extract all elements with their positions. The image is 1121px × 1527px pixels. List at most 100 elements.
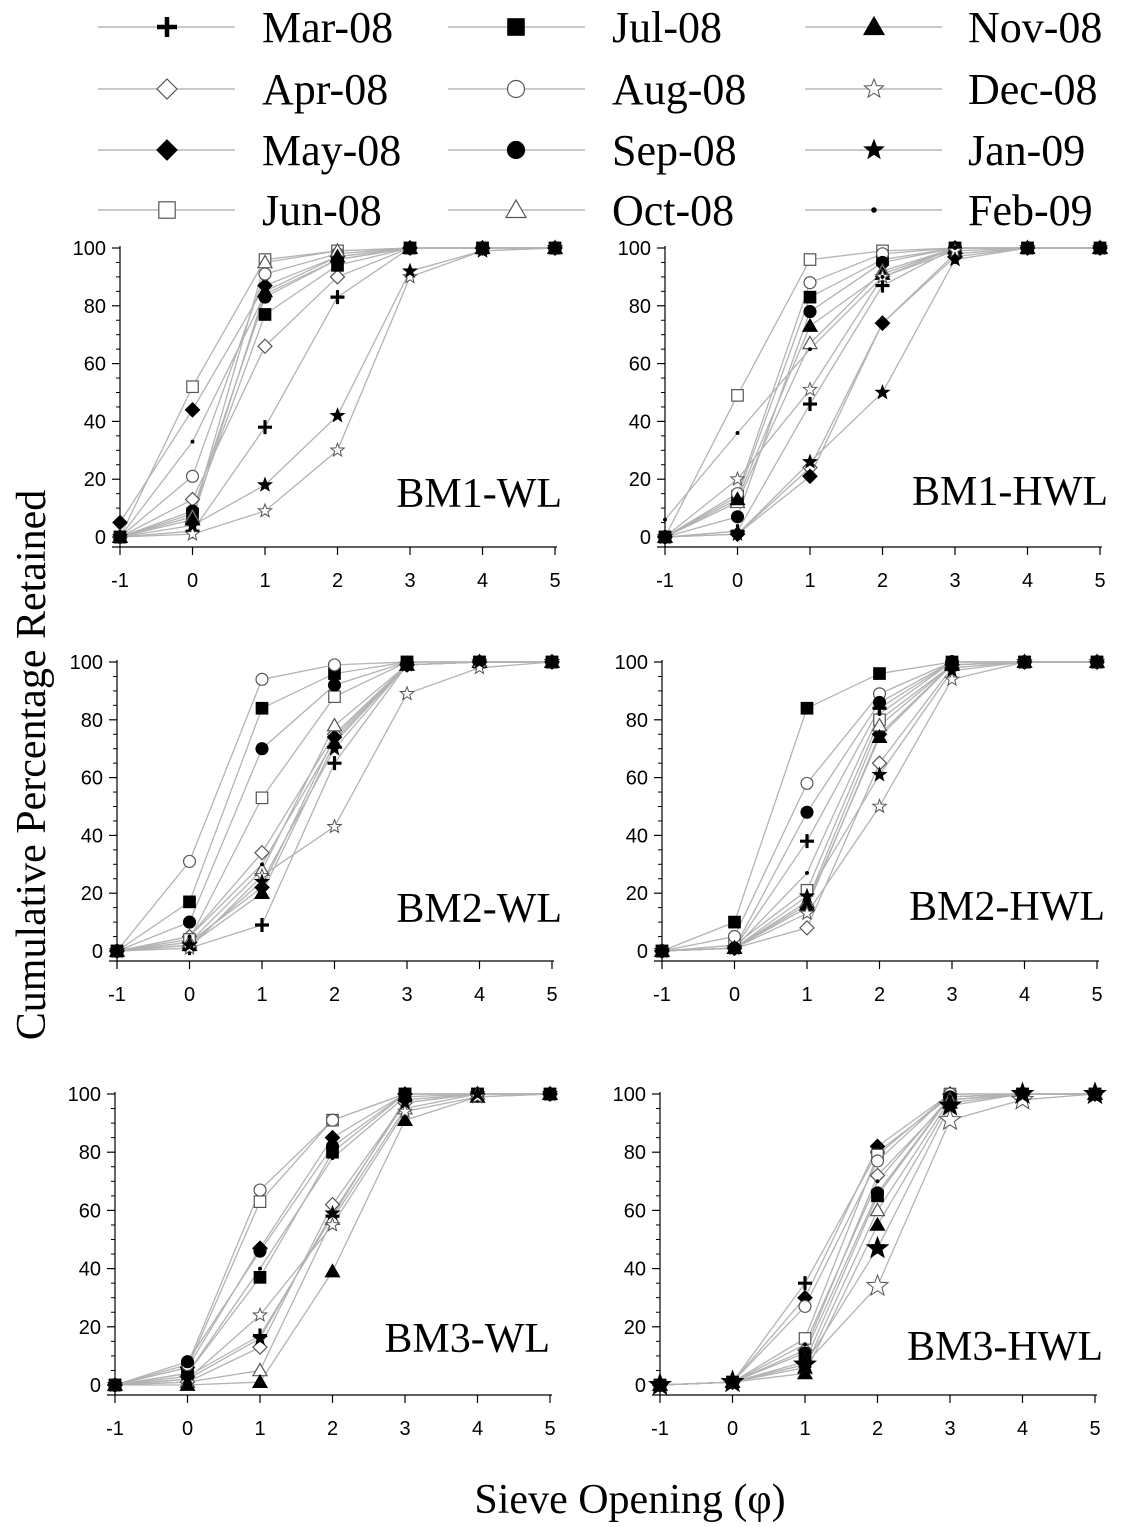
x-tick-label: 0	[187, 570, 198, 592]
y-tick-label: 40	[81, 825, 103, 847]
y-tick-label: 100	[613, 1084, 646, 1106]
x-tick-label: 4	[477, 570, 488, 592]
legend-marker-triangle-open	[504, 198, 528, 219]
data-point	[253, 1270, 267, 1284]
data-point	[793, 1352, 817, 1375]
legend-label: Mar-08	[262, 3, 393, 52]
y-tick-label: 80	[624, 1142, 646, 1164]
y-tick-label: 0	[640, 527, 651, 549]
legend-entry-jan-09: Jan-09	[805, 126, 1085, 175]
legend-entry-sep-08: Sep-08	[448, 126, 737, 175]
legend-label: Nov-08	[968, 3, 1102, 52]
data-point	[800, 805, 814, 819]
y-tick-label: 60	[84, 354, 106, 376]
data-point	[735, 431, 740, 435]
series-feb-09	[658, 1092, 1097, 1387]
y-tick-label: 60	[624, 1200, 646, 1222]
y-tick-label: 40	[79, 1259, 101, 1281]
data-point	[803, 276, 817, 290]
data-point	[728, 915, 741, 929]
legend-entry-nov-08: Nov-08	[805, 3, 1102, 52]
series-feb-09	[663, 246, 1102, 522]
y-tick-label: 80	[81, 710, 103, 732]
legend-entry-apr-08: Apr-08	[98, 65, 388, 114]
data-point	[325, 1139, 340, 1153]
data-point	[1098, 246, 1102, 250]
data-point	[1025, 246, 1030, 250]
legend-marker-star-filled	[863, 138, 885, 160]
y-tick-label: 100	[618, 238, 651, 260]
x-tick-label: 2	[872, 1418, 883, 1440]
data-point	[326, 818, 343, 834]
legend-label: Jul-08	[612, 3, 722, 52]
data-point	[326, 740, 343, 756]
data-point	[938, 1093, 962, 1116]
legend-marker-square-filled	[507, 18, 525, 36]
data-point	[255, 791, 269, 805]
data-point	[732, 946, 737, 951]
data-point	[184, 525, 201, 541]
data-point	[946, 251, 964, 267]
data-point	[803, 305, 817, 319]
data-point	[474, 242, 491, 258]
y-tick-label: 20	[624, 1317, 646, 1339]
data-point	[405, 662, 409, 667]
data-point	[329, 441, 346, 458]
x-tick-label: 3	[944, 1418, 955, 1440]
y-tick-label: 60	[79, 1200, 101, 1222]
x-tick-label: 1	[256, 984, 267, 1006]
x-tick-label: 1	[804, 570, 815, 592]
data-point	[730, 1380, 735, 1385]
y-tick-label: 0	[92, 941, 103, 963]
y-tick-label: 100	[68, 1084, 101, 1106]
y-tick-label: 20	[629, 469, 651, 491]
data-point	[118, 535, 122, 539]
data-point	[403, 1094, 407, 1099]
panel-title: BM3-WL	[384, 1316, 550, 1362]
data-point	[326, 717, 343, 732]
data-point	[801, 381, 819, 397]
data-point	[1022, 660, 1027, 664]
data-point	[182, 854, 197, 868]
legend: Mar-08 Apr-08 May-08 Jun-08 Jul-08 Aug-08 Sep-…	[98, 3, 1102, 235]
x-tick-label: 0	[727, 1418, 738, 1440]
data-point	[253, 1244, 267, 1258]
data-point	[255, 672, 269, 686]
x-tick-label: 2	[327, 1418, 338, 1440]
x-tick-label: 3	[401, 984, 412, 1006]
data-point	[396, 1103, 414, 1119]
legend-label: Feb-09	[968, 186, 1093, 235]
data-point	[260, 862, 264, 867]
legend-marker-diamond-open	[156, 78, 178, 100]
legend-marker-square-open	[158, 201, 176, 219]
x-tick-label: -1	[111, 570, 129, 592]
data-point	[869, 1216, 886, 1231]
data-point	[943, 670, 961, 687]
data-point	[948, 1094, 952, 1099]
x-axis-title: Sieve Opening (φ)	[474, 1477, 785, 1523]
data-point	[251, 1329, 269, 1346]
data-point	[256, 502, 274, 518]
data-point	[330, 1156, 335, 1160]
legend-marker-triangle-filled	[862, 15, 886, 36]
x-tick-label: 5	[1091, 984, 1102, 1006]
data-point	[805, 871, 809, 875]
data-point	[181, 936, 198, 953]
data-point	[396, 1111, 414, 1127]
data-point	[550, 660, 554, 664]
x-tick-label: 2	[874, 984, 885, 1006]
legend-label: Oct-08	[612, 186, 734, 235]
data-point	[401, 268, 419, 284]
data-point	[800, 776, 814, 790]
data-point	[324, 1216, 341, 1232]
y-axis-title: Cumulative Percentage Retained	[9, 490, 55, 1040]
panel-title: BM3-HWL	[907, 1324, 1103, 1370]
data-point	[800, 701, 814, 715]
data-point	[327, 658, 342, 672]
data-point	[663, 517, 667, 522]
data-point	[798, 1276, 812, 1291]
legend-entry-feb-09: Feb-09	[805, 186, 1093, 235]
